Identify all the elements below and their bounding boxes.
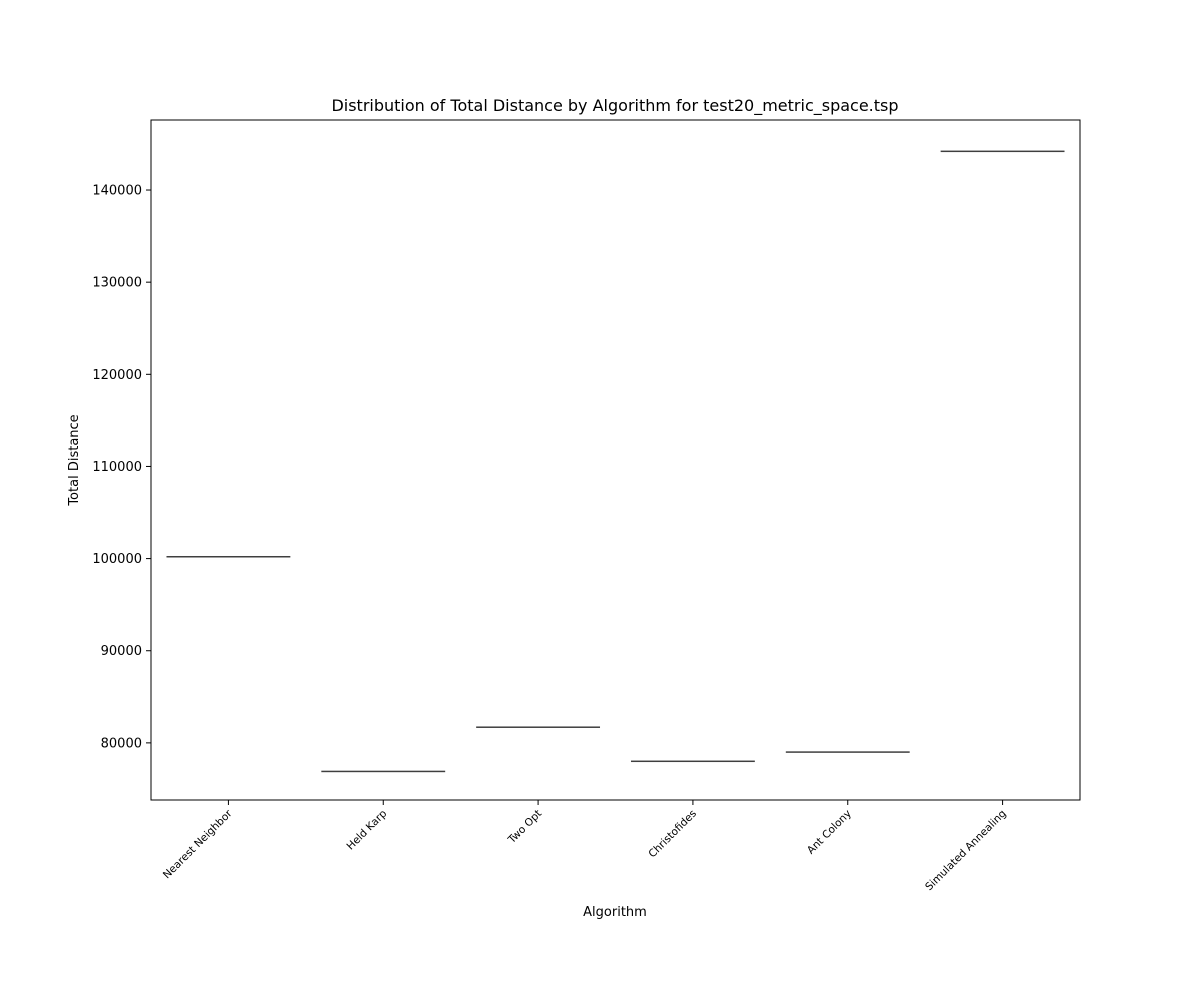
x-tick-label: Two Opt [505, 808, 544, 847]
y-tick-label: 120000 [92, 368, 142, 383]
box-two-opt [476, 726, 601, 728]
y-tick-label: 90000 [101, 644, 142, 659]
x-tick-label: Held Karp [345, 807, 390, 852]
y-tick-label: 140000 [92, 184, 142, 199]
box-ant-colony [785, 751, 910, 753]
chart-title: Distribution of Total Distance by Algori… [331, 96, 898, 116]
box-simulated-annealing [940, 150, 1065, 153]
y-axis-ticks: 80000 90000 100000 110000 120000 130000 140000 [92, 184, 151, 751]
box-christofides [630, 760, 755, 763]
x-axis-label: Algorithm [583, 905, 647, 920]
y-tick-label: 130000 [92, 276, 142, 291]
x-tick-label: Ant Colony [805, 808, 854, 857]
x-tick-label: Simulated Annealing [923, 808, 1009, 894]
box-series [166, 150, 1065, 773]
plot-area [150, 119, 1081, 801]
x-axis-ticks: Nearest Neighbor Held Karp Two Opt Christof… [161, 800, 1009, 893]
box-held-karp [321, 770, 446, 773]
y-tick-label: 110000 [92, 460, 142, 475]
box-nearest-neighbor [166, 555, 291, 558]
y-axis-label: Total Distance [67, 414, 82, 506]
y-tick-label: 100000 [92, 552, 142, 567]
x-tick-label: Nearest Neighbor [161, 807, 235, 881]
x-tick-label: Christofides [646, 808, 699, 861]
y-tick-label: 80000 [101, 736, 142, 751]
